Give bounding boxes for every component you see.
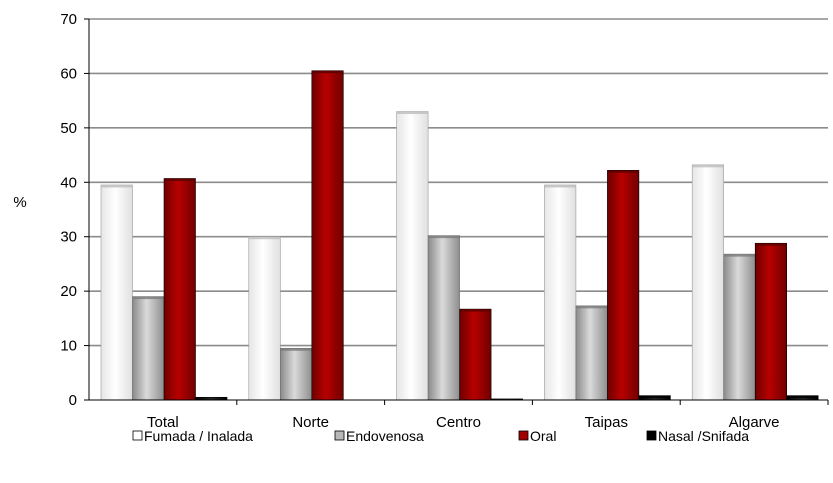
bar	[544, 184, 577, 401]
bar-cap	[723, 254, 756, 257]
legend-swatch	[334, 430, 345, 441]
bar	[248, 236, 281, 401]
bar-cap	[692, 164, 724, 168]
bar	[311, 70, 344, 401]
bar-cap	[248, 236, 281, 240]
y-tick-label: 70	[60, 11, 77, 28]
bar	[575, 305, 608, 401]
x-tick-label: Total	[147, 414, 179, 431]
bar-cap	[575, 305, 608, 309]
bar-cap	[755, 243, 787, 246]
bar-cap	[459, 309, 492, 312]
legend-swatch	[132, 430, 143, 441]
y-tick-label: 50	[60, 120, 77, 137]
bar	[427, 235, 460, 401]
bar	[279, 347, 313, 401]
bar	[396, 111, 429, 401]
legend-label: Oral	[530, 428, 556, 444]
legend-label: Endovenosa	[346, 428, 424, 444]
bar-cap	[786, 395, 819, 399]
x-tick-label: Norte	[292, 414, 329, 431]
legend-swatch	[518, 430, 529, 441]
y-tick-label: 10	[60, 338, 77, 355]
bar	[100, 184, 133, 401]
legend-swatch	[646, 430, 657, 441]
bar	[132, 296, 165, 401]
x-tick-label: Taipas	[585, 414, 628, 431]
y-tick-label: 0	[69, 392, 77, 409]
bar-cap	[132, 296, 164, 300]
bar-cap	[428, 235, 460, 239]
bar-cap	[396, 111, 429, 115]
bar	[754, 242, 788, 401]
x-tick-label: Algarve	[729, 414, 780, 431]
legend: Fumada / Inalada Endovenosa Oral Nasal /Sni…	[132, 428, 749, 444]
axes: 0 10 20 30 40 50 60 70 Total Norte Centro Taipas Alg…	[60, 11, 829, 431]
bar	[723, 253, 756, 401]
bars	[100, 70, 819, 401]
legend-label: Nasal /Snifada	[658, 428, 749, 444]
bar-cap	[638, 395, 671, 399]
y-tick-label: 30	[60, 229, 77, 246]
bar	[459, 308, 492, 401]
bar	[691, 164, 725, 401]
bar-cap	[101, 185, 133, 188]
bar-cap	[544, 185, 576, 188]
bar-cap	[164, 178, 196, 181]
y-tick-label: 40	[60, 174, 77, 191]
x-tick-label: Centro	[436, 414, 481, 431]
legend-label: Fumada / Inalada	[144, 428, 253, 444]
y-tick-label: 60	[60, 65, 77, 82]
bar-cap	[311, 70, 344, 74]
y-tick-label: 20	[60, 283, 77, 300]
y-axis-title: %	[13, 194, 26, 211]
bar	[607, 170, 640, 401]
bar-cap	[607, 170, 639, 173]
bar-cap	[280, 348, 312, 351]
bar	[163, 178, 196, 401]
